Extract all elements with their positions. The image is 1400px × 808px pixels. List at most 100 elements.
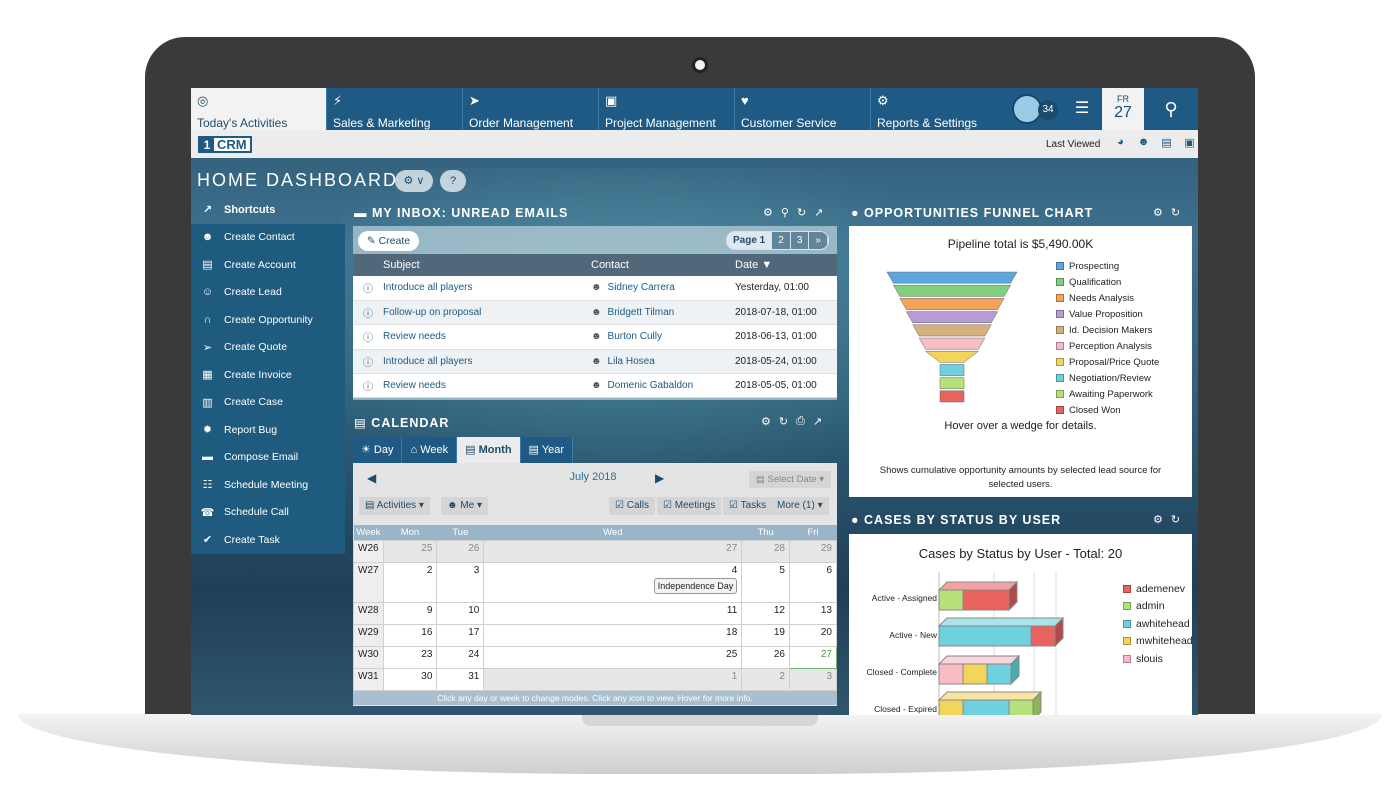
- calendar-day-cell[interactable]: 13: [788, 601, 838, 625]
- calendar-day-cell[interactable]: 25: [382, 539, 438, 563]
- date-widget[interactable]: FR 27: [1102, 88, 1144, 130]
- search-icon[interactable]: ⚲: [780, 207, 789, 219]
- email-contact-cell[interactable]: ☻ Burton Cully: [587, 324, 731, 350]
- tab-todays-activities[interactable]: ◎ Today's Activities: [191, 88, 327, 130]
- calendar-day-cell[interactable]: 26: [741, 645, 790, 669]
- calendar-day-cell[interactable]: 23: [382, 645, 438, 669]
- email-contact-link[interactable]: Lila Hosea: [607, 355, 655, 367]
- funnel-wedge[interactable]: [939, 390, 965, 403]
- tab-customer-service[interactable]: ♥ Customer Service: [735, 88, 871, 130]
- cases-bar-chart[interactable]: [849, 534, 1192, 715]
- calls-toggle[interactable]: ☑ Calls: [609, 497, 655, 515]
- column-date[interactable]: Date ▼: [731, 254, 837, 276]
- bar-segment[interactable]: [1008, 699, 1034, 715]
- page-2-button[interactable]: 2: [772, 232, 791, 249]
- info-icon[interactable]: ⓘ: [353, 276, 379, 301]
- info-icon[interactable]: ⓘ: [353, 373, 379, 399]
- shortcut-create-quote[interactable]: ➢ Create Quote: [191, 333, 345, 361]
- funnel-wedge[interactable]: [924, 350, 980, 363]
- calendar-day-cell[interactable]: 3: [788, 667, 838, 691]
- shortcut-create-lead[interactable]: ☺ Create Lead: [191, 278, 345, 306]
- activities-filter[interactable]: ▤ Activities ▾: [359, 497, 430, 515]
- external-link-icon[interactable]: ↗: [812, 416, 823, 428]
- calendar-day-cell[interactable]: 29: [788, 539, 838, 563]
- gear-icon[interactable]: ⚙: [761, 416, 771, 428]
- search-icon[interactable]: ⚲: [1144, 88, 1198, 130]
- bar-segment[interactable]: [938, 625, 1032, 647]
- week-number[interactable]: W28: [353, 601, 384, 625]
- tab-sales-marketing[interactable]: ⚡ Sales & Marketing: [327, 88, 463, 130]
- funnel-wedge[interactable]: [892, 284, 1012, 297]
- gear-icon[interactable]: ⚙: [1153, 514, 1163, 526]
- cube-icon[interactable]: ▣: [1184, 137, 1195, 149]
- calendar-day-cell[interactable]: 5: [741, 561, 790, 603]
- calendar-day-cell[interactable]: 31: [436, 667, 485, 691]
- email-subject-link[interactable]: Review needs: [379, 373, 587, 399]
- table-row[interactable]: ⓘ Introduce all players ☻ Lila Hosea 2018-05…: [353, 349, 837, 375]
- email-contact-cell[interactable]: ☻ Domenic Gabaldon: [587, 373, 731, 399]
- email-subject-link[interactable]: Review needs: [379, 324, 587, 350]
- calendar-day-cell[interactable]: 16: [382, 623, 438, 647]
- tab-day[interactable]: ☀ Day: [353, 437, 403, 463]
- shortcut-schedule-meeting[interactable]: ☷ Schedule Meeting: [191, 471, 345, 499]
- week-number[interactable]: W30: [353, 645, 384, 669]
- week-number[interactable]: W27: [353, 561, 384, 603]
- page-3-button[interactable]: 3: [790, 232, 810, 249]
- calendar-day-cell[interactable]: 25: [483, 645, 743, 669]
- email-contact-link[interactable]: Domenic Gabaldon: [607, 380, 694, 392]
- calendar-day-cell[interactable]: 12: [741, 601, 790, 625]
- external-link-icon[interactable]: ↗: [814, 207, 824, 219]
- shortcut-schedule-call[interactable]: ☎ Schedule Call: [191, 498, 345, 526]
- tab-year[interactable]: ▤ Year: [520, 437, 574, 463]
- bar-segment[interactable]: [986, 663, 1012, 685]
- week-number[interactable]: W29: [353, 623, 384, 647]
- shortcut-create-case[interactable]: ▥ Create Case: [191, 388, 345, 416]
- funnel-wedge[interactable]: [918, 337, 986, 350]
- shortcut-create-account[interactable]: ▤ Create Account: [191, 251, 345, 279]
- email-contact-link[interactable]: Bridgett Tilman: [607, 307, 675, 319]
- pie-chart-icon[interactable]: ◕: [1117, 136, 1124, 148]
- tasks-toggle[interactable]: ☑ Tasks: [723, 497, 773, 515]
- tab-project-management[interactable]: ▣ Project Management: [599, 88, 735, 130]
- bar-segment[interactable]: [938, 663, 964, 685]
- meetings-toggle[interactable]: ☑ Meetings: [657, 497, 722, 515]
- funnel-wedge[interactable]: [899, 298, 1005, 310]
- funnel-chart[interactable]: [849, 226, 1192, 497]
- tab-month[interactable]: ▤ Month: [457, 437, 521, 463]
- calendar-day-cell[interactable]: 6: [788, 561, 838, 603]
- bar-segment[interactable]: [962, 663, 988, 685]
- help-icon[interactable]: ?: [440, 170, 466, 192]
- bar-segment[interactable]: [962, 699, 1010, 715]
- info-icon[interactable]: ⓘ: [353, 349, 379, 375]
- calendar-day-cell[interactable]: 1: [483, 667, 743, 691]
- shortcut-compose-email[interactable]: ▬ Compose Email: [191, 443, 345, 471]
- calendar-day-cell[interactable]: 28: [741, 539, 790, 563]
- week-number[interactable]: W26: [353, 539, 384, 563]
- holiday-event[interactable]: Independence Day: [653, 577, 738, 594]
- notification-badge[interactable]: 34: [1038, 100, 1058, 120]
- funnel-wedge[interactable]: [939, 364, 965, 376]
- funnel-wedge[interactable]: [886, 271, 1018, 284]
- email-contact-cell[interactable]: ☻ Sidney Carrera: [587, 276, 731, 301]
- email-contact-cell[interactable]: ☻ Lila Hosea: [587, 349, 731, 375]
- prev-month-icon[interactable]: ◀: [367, 471, 377, 485]
- week-number[interactable]: W31: [353, 667, 384, 691]
- tab-order-management[interactable]: ➤ Order Management: [463, 88, 599, 130]
- bar-segment[interactable]: [1030, 625, 1056, 647]
- bar-segment[interactable]: [938, 699, 964, 715]
- email-contact-link[interactable]: Burton Cully: [607, 331, 662, 343]
- calendar-day-cell[interactable]: 19: [741, 623, 790, 647]
- shortcut-create-task[interactable]: ✔ Create Task: [191, 526, 345, 554]
- calendar-day-cell[interactable]: 11: [483, 601, 743, 625]
- calendar-day-cell[interactable]: 27: [483, 539, 743, 563]
- calendar-day-cell[interactable]: 9: [382, 601, 438, 625]
- calendar-day-cell[interactable]: 18: [483, 623, 743, 647]
- calendar-day-cell[interactable]: 26: [436, 539, 485, 563]
- more-pages-button[interactable]: »: [809, 232, 828, 249]
- calendar-day-cell[interactable]: 20: [788, 623, 838, 647]
- column-subject[interactable]: Subject: [379, 254, 587, 276]
- funnel-wedge[interactable]: [939, 377, 965, 390]
- shortcut-create-contact[interactable]: ☻ Create Contact: [191, 223, 345, 251]
- funnel-wedge[interactable]: [905, 311, 999, 324]
- table-row[interactable]: ⓘ Review needs ☻ Burton Cully 2018-06-13, 01…: [353, 324, 837, 350]
